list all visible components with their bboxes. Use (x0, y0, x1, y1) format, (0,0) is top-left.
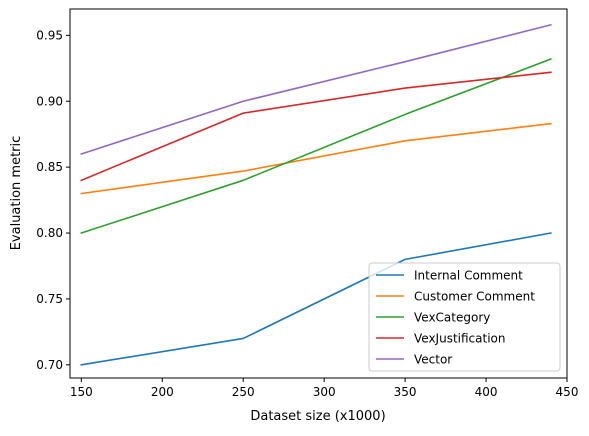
series-line-vexjustification (80, 71, 552, 182)
series-line-vexcategory (80, 58, 552, 235)
x-tick-label: 450 (556, 385, 579, 399)
legend-frame (368, 262, 561, 372)
x-tick-label: 250 (232, 385, 255, 399)
legend: Internal Comment Customer Comment VexCateg… (368, 262, 561, 372)
y-tick-label: 0.85 (36, 160, 63, 174)
y-tick-label: 0.95 (36, 28, 63, 42)
series-lines (80, 23, 552, 366)
x-tick-label: 300 (313, 385, 336, 399)
ticks-layer: 150 200 250 300 350 400 450 0.70 0.75 0.80 0.85 0.9… (36, 28, 578, 399)
series-line-internal-comment (80, 232, 552, 366)
legend-label-internal-comment: Internal Comment (414, 269, 523, 283)
y-tick-label: 0.70 (36, 358, 63, 372)
legend-label-vexjustification: VexJustification (414, 332, 505, 346)
y-tick-label: 0.75 (36, 292, 63, 306)
legend-label-vector: Vector (414, 353, 452, 367)
legend-label-vexcategory: VexCategory (414, 311, 490, 325)
x-axis-label: Dataset size (x1000) (250, 409, 385, 424)
plot-frame (69, 8, 568, 379)
y-tick-label: 0.80 (36, 226, 63, 240)
legend-items: Internal Comment Customer Comment VexCateg… (376, 269, 535, 367)
legend-label-customer-comment: Customer Comment (414, 290, 535, 304)
series-line-customer-comment (80, 122, 552, 195)
x-tick-label: 200 (151, 385, 174, 399)
y-tick-label: 0.90 (36, 94, 63, 108)
x-tick-label: 150 (70, 385, 93, 399)
x-tick-label: 400 (475, 385, 498, 399)
y-axis-label: Evaluation metric (9, 136, 24, 251)
x-tick-label: 350 (394, 385, 417, 399)
series-line-vector (80, 23, 552, 155)
